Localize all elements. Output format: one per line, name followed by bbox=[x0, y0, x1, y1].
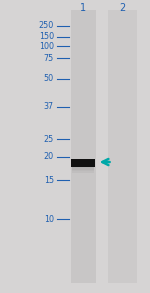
Text: 100: 100 bbox=[39, 42, 54, 51]
Bar bbox=[72, 170, 94, 171]
Bar bbox=[70, 10, 96, 283]
Text: 250: 250 bbox=[39, 21, 54, 30]
Text: 75: 75 bbox=[44, 54, 54, 62]
Text: 10: 10 bbox=[44, 215, 54, 224]
Bar bbox=[72, 168, 94, 170]
Bar bbox=[70, 159, 95, 167]
Text: 50: 50 bbox=[44, 74, 54, 83]
Bar bbox=[72, 171, 94, 173]
Bar bbox=[108, 10, 136, 283]
Text: 150: 150 bbox=[39, 32, 54, 41]
Text: 25: 25 bbox=[44, 135, 54, 144]
Text: 2: 2 bbox=[119, 3, 125, 13]
Text: 1: 1 bbox=[80, 3, 86, 13]
Text: 37: 37 bbox=[44, 103, 54, 111]
Text: 15: 15 bbox=[44, 176, 54, 185]
Bar bbox=[72, 167, 94, 168]
Text: 20: 20 bbox=[44, 152, 54, 161]
